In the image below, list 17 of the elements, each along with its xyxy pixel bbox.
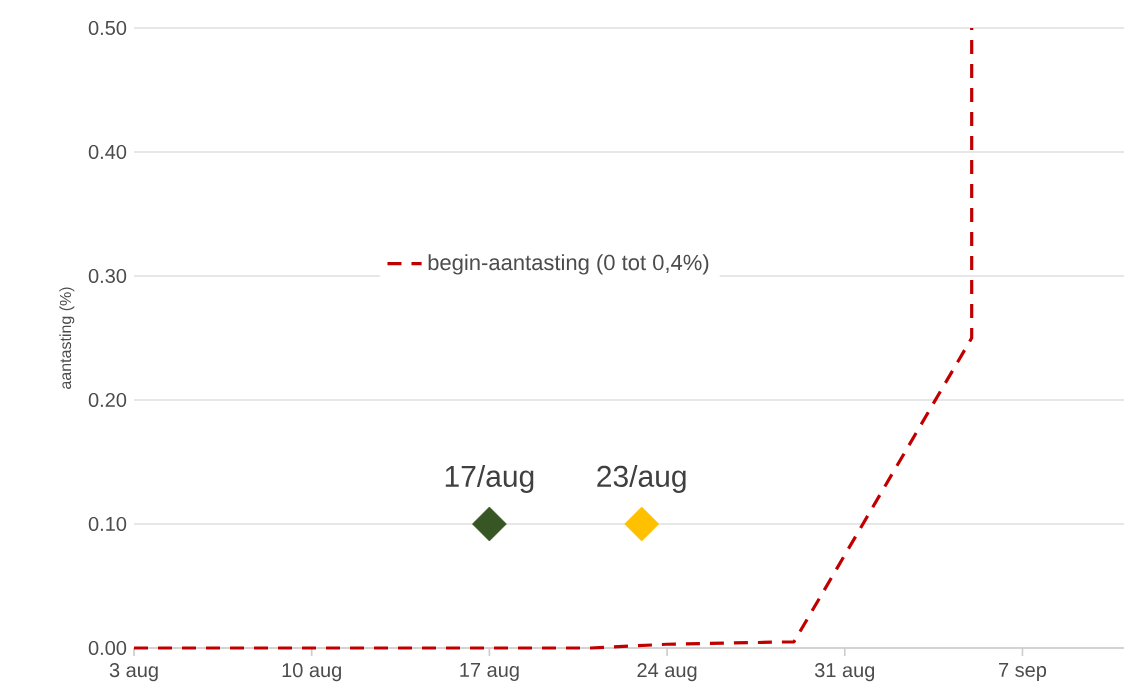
x-tick-label: 31 aug [814, 663, 875, 682]
legend-label: begin-aantasting (0 tot 0,4%) [428, 254, 709, 275]
annotation: 23/aug [597, 464, 686, 493]
y-tick-label: 0.40 [88, 144, 127, 160]
y-axis-title: aantasting (%) [59, 287, 75, 389]
x-tick-label: 24 aug [637, 663, 697, 682]
y-tick-label: 0.20 [88, 392, 127, 408]
y-tick-label: 0.30 [88, 268, 127, 284]
y-tick-label: 0.50 [88, 20, 127, 36]
line-series [132, 26, 974, 650]
x-tick-label: 17 aug [460, 663, 519, 681]
annotation: 17/aug [445, 464, 534, 493]
y-tick-label: 0.00 [88, 640, 127, 656]
y-tick-label: 0.10 [88, 516, 127, 532]
x-tick-label: 3 aug [109, 663, 158, 682]
x-tick-label: 7 sep [999, 663, 1047, 681]
x-tick-label: 10 aug [282, 663, 341, 682]
